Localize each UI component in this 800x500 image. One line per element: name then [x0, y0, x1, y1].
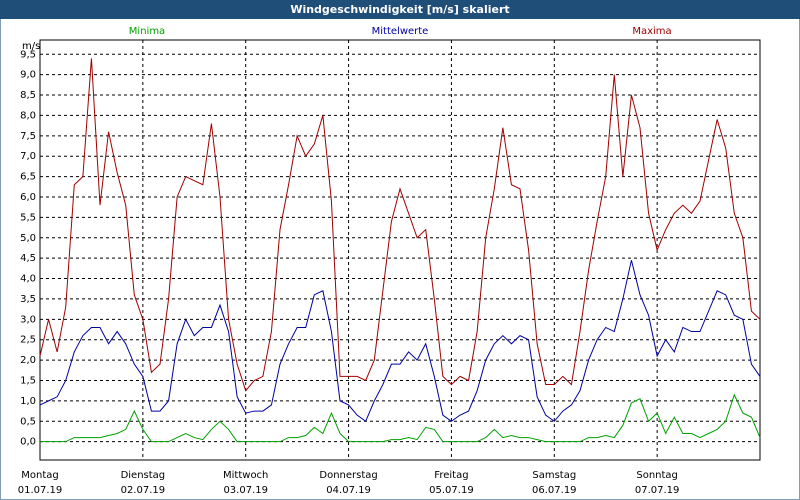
y-tick-label: 3,0 — [20, 314, 36, 325]
series-line — [39, 260, 761, 423]
y-tick-label: 3,5 — [20, 294, 36, 305]
legend-entry: Maxima — [632, 26, 671, 37]
series-line — [40, 393, 761, 443]
chart-title: Windgeschwindigkeit [m/s] skaliert — [290, 3, 509, 16]
y-tick-label: 8,0 — [20, 110, 36, 121]
y-tick-label: 0,0 — [20, 437, 36, 448]
x-tick-label: Freitag — [434, 470, 468, 481]
y-tick-label: 5,0 — [20, 233, 36, 244]
y-tick-label: 5,5 — [20, 212, 36, 223]
x-tick-label: Donnerstag — [319, 470, 377, 481]
legend-entry: Minima — [129, 26, 165, 37]
x-tick-date: 06.07.19 — [532, 485, 577, 496]
series-line — [39, 58, 761, 392]
y-tick-label: 2,0 — [20, 355, 36, 366]
plot-area — [39, 39, 761, 461]
x-tick-label: Samstag — [532, 470, 576, 481]
x-tick-date: 03.07.19 — [223, 485, 268, 496]
y-tick-label: 2,5 — [20, 335, 36, 346]
y-tick-label: 0,5 — [20, 416, 36, 427]
y-tick-label: 1,0 — [20, 396, 36, 407]
y-tick-label: 7,5 — [20, 131, 36, 142]
x-tick-label: Dienstag — [121, 470, 166, 481]
legend-entry: Mittelwerte — [372, 26, 429, 37]
x-tick-date: 01.07.19 — [18, 485, 63, 496]
x-tick-label: Mittwoch — [223, 470, 268, 481]
y-tick-label: 8,5 — [20, 90, 36, 101]
x-tick-date: 02.07.19 — [121, 485, 166, 496]
x-tick-date: 07.07.19 — [635, 485, 680, 496]
y-tick-label: 6,5 — [20, 172, 36, 183]
y-tick-label: 1,5 — [20, 375, 36, 386]
x-tick-date: 04.07.19 — [326, 485, 371, 496]
y-tick-label: 4,0 — [20, 274, 36, 285]
x-tick-date: 05.07.19 — [429, 485, 474, 496]
x-tick-label: Sonntag — [636, 470, 678, 481]
y-tick-label: 4,5 — [20, 253, 36, 264]
x-tick-label: Montag — [21, 470, 58, 481]
title-bar — [0, 0, 800, 19]
y-tick-label: 7,0 — [20, 151, 36, 162]
y-tick-label: 6,0 — [20, 192, 36, 203]
y-tick-label: 9,0 — [20, 70, 36, 81]
y-tick-label: 9,5 — [20, 49, 36, 60]
y-axis-label: m/s — [22, 41, 40, 52]
